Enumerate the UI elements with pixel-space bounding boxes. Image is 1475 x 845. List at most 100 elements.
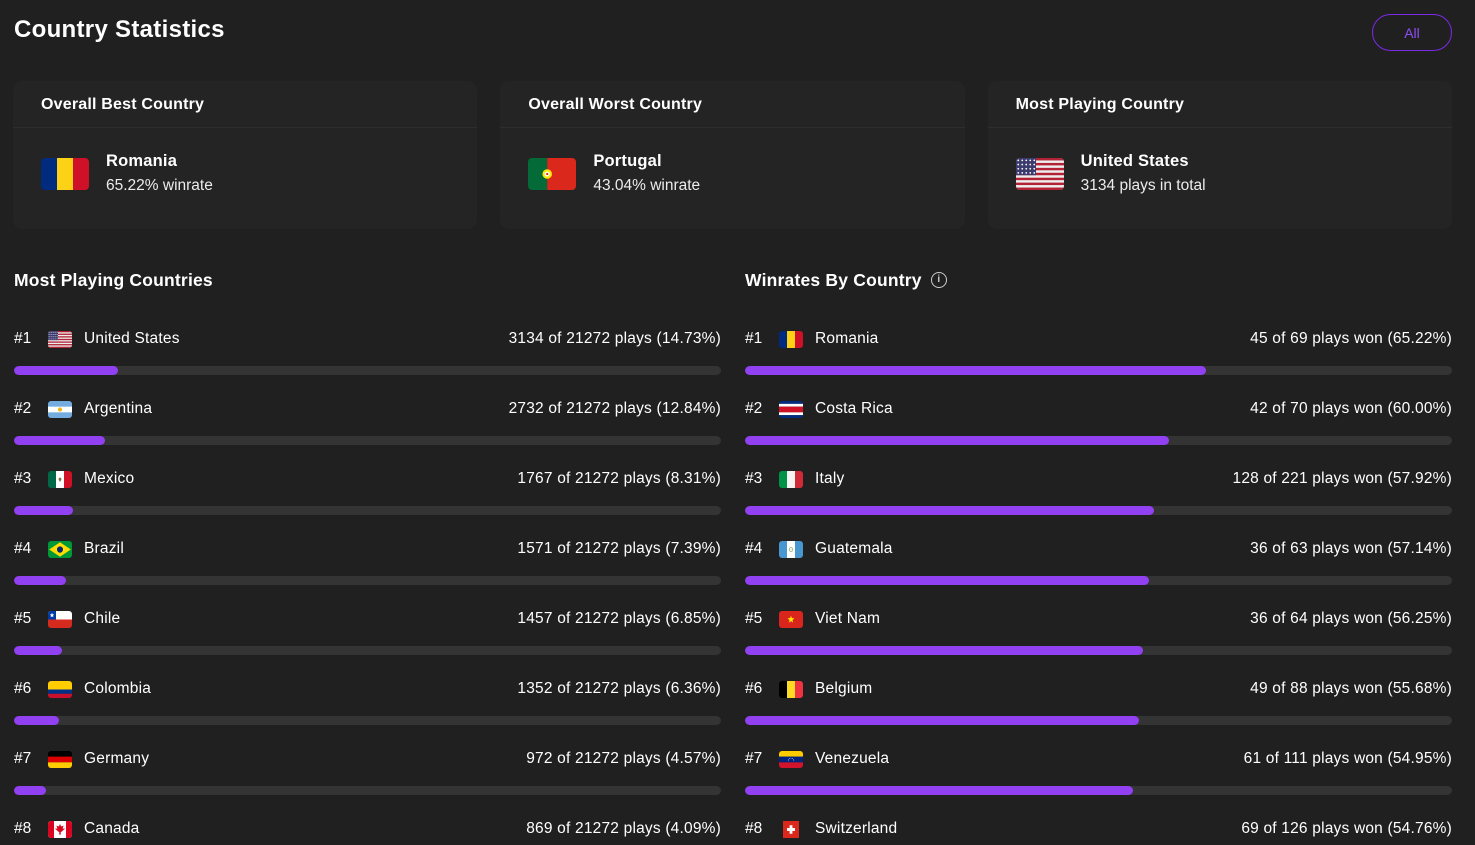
- list-item: #2 Costa Rica 42 of 70 plays won (60.00%…: [745, 387, 1452, 457]
- rank-label: #7: [14, 750, 32, 767]
- progress-fill: [745, 716, 1139, 725]
- progress-track: [745, 576, 1452, 585]
- progress-fill: [14, 576, 67, 585]
- row-value: 36 of 64 plays won (56.25%): [1250, 610, 1452, 627]
- card-body: Romania 65.22% winrate: [13, 128, 477, 219]
- info-icon[interactable]: i: [930, 272, 947, 288]
- flag-ve-icon: [779, 750, 803, 768]
- flag-ar-icon: [48, 400, 72, 418]
- flag-us-icon: [48, 330, 72, 348]
- card-title: Most Playing Country: [1015, 96, 1185, 113]
- rank-label: #7: [745, 750, 763, 767]
- country-name: Romania: [815, 330, 879, 347]
- flag-mx-icon: [48, 470, 72, 488]
- card-header: Overall Best Country: [13, 81, 478, 128]
- country-name: Canada: [84, 820, 140, 837]
- winrates-by-country-section: Winrates By Country i #1 Romania 45 of 6…: [745, 269, 1452, 845]
- progress-fill: [14, 646, 63, 655]
- list-item: #7 Venezuela 61 of 111 plays won (54.95%…: [745, 737, 1452, 807]
- progress-fill: [14, 436, 105, 445]
- list-item: #2 Argentina 2732 of 21272 plays (12.84%…: [14, 387, 721, 457]
- list-item: #3 Mexico 1767 of 21272 plays (8.31%): [14, 457, 721, 527]
- list-item: #4 Brazil 1571 of 21272 plays (7.39%): [14, 527, 721, 597]
- list-item: #3 Italy 128 of 221 plays won (57.92%): [745, 457, 1452, 527]
- flag-vn-icon: [779, 610, 803, 628]
- progress-fill: [745, 506, 1155, 515]
- card-most-playing-country: Most Playing Country United States 3134 …: [987, 81, 1452, 229]
- card-header: Most Playing Country: [987, 81, 1452, 128]
- most-playing-country-name: United States: [1080, 152, 1189, 170]
- row-value: 3134 of 21272 plays (14.73%): [508, 330, 721, 347]
- card-header: Overall Worst Country: [500, 81, 965, 128]
- row-value: 869 of 21272 plays (4.09%): [526, 820, 721, 837]
- page-title: Country Statistics: [14, 16, 225, 43]
- country-name: Italy: [815, 470, 845, 487]
- country-name: Brazil: [84, 540, 124, 557]
- card-overall-best-country: Overall Best Country Romania 65.22% winr…: [13, 81, 478, 229]
- winrates-by-country-title: Winrates By Country: [745, 269, 922, 290]
- row-value: 1352 of 21272 plays (6.36%): [517, 680, 721, 697]
- flag-ch-icon: [779, 820, 803, 838]
- row-value: 69 of 126 plays won (54.76%): [1241, 820, 1452, 837]
- top-bar: Country Statistics All: [0, 0, 1475, 51]
- country-name: Viet Nam: [815, 610, 881, 627]
- flag-it-icon: [779, 470, 803, 488]
- card-title: Overall Worst Country: [528, 96, 703, 113]
- rank-label: #2: [14, 400, 32, 417]
- row-value: 1571 of 21272 plays (7.39%): [517, 540, 721, 557]
- flag-ro-icon: [779, 330, 803, 348]
- progress-fill: [14, 786, 47, 795]
- list-item: #6 Colombia 1352 of 21272 plays (6.36%): [14, 667, 721, 737]
- rank-label: #4: [745, 540, 763, 557]
- list-item: #7 Germany 972 of 21272 plays (4.57%): [14, 737, 721, 807]
- list-item: #4 Guatemala 36 of 63 plays won (57.14%): [745, 527, 1452, 597]
- progress-track: [745, 366, 1452, 375]
- progress-track: [14, 436, 721, 445]
- most-playing-country-plays: 3134 plays in total: [1080, 177, 1206, 194]
- rank-label: #5: [14, 610, 32, 627]
- row-value: 61 of 111 plays won (54.95%): [1243, 750, 1452, 767]
- rank-label: #4: [14, 540, 32, 557]
- best-country-name: Romania: [106, 152, 178, 170]
- country-name: United States: [84, 330, 180, 347]
- flag-ro-icon: [41, 157, 89, 190]
- most-playing-countries-list: #1 United States 3134 of 21272 plays (14…: [14, 317, 721, 845]
- list-item: #1 United States 3134 of 21272 plays (14…: [14, 317, 721, 387]
- best-country-winrate: 65.22% winrate: [106, 177, 213, 194]
- rank-label: #1: [14, 330, 32, 347]
- list-item: #1 Romania 45 of 69 plays won (65.22%): [745, 317, 1452, 387]
- row-value: 36 of 63 plays won (57.14%): [1250, 540, 1452, 557]
- most-playing-countries-title: Most Playing Countries: [14, 269, 213, 290]
- card-body: Portugal 43.04% winrate: [500, 128, 964, 219]
- list-item: #5 Viet Nam 36 of 64 plays won (56.25%): [745, 597, 1452, 667]
- rank-label: #8: [14, 820, 32, 837]
- progress-fill: [745, 436, 1170, 445]
- row-value: 128 of 221 plays won (57.92%): [1232, 470, 1452, 487]
- progress-track: [745, 436, 1452, 445]
- rank-label: #3: [14, 470, 32, 487]
- progress-fill: [14, 366, 119, 375]
- country-name: Germany: [84, 750, 150, 767]
- country-name: Switzerland: [815, 820, 898, 837]
- progress-fill: [745, 786, 1134, 795]
- country-name: Mexico: [84, 470, 135, 487]
- flag-de-icon: [48, 750, 72, 768]
- rank-label: #6: [745, 680, 763, 697]
- rank-label: #6: [14, 680, 32, 697]
- progress-fill: [745, 576, 1149, 585]
- row-value: 2732 of 21272 plays (12.84%): [508, 400, 721, 417]
- progress-track: [14, 576, 721, 585]
- country-name: Guatemala: [815, 540, 893, 557]
- list-item: #6 Belgium 49 of 88 plays won (55.68%): [745, 667, 1452, 737]
- progress-track: [745, 646, 1452, 655]
- filter-all-button[interactable]: All: [1372, 14, 1452, 51]
- most-playing-countries-section: Most Playing Countries #1 United States …: [14, 269, 721, 845]
- progress-track: [14, 716, 721, 725]
- list-item: #5 Chile 1457 of 21272 plays (6.85%): [14, 597, 721, 667]
- list-item: #8 Switzerland 69 of 126 plays won (54.7…: [745, 807, 1452, 845]
- country-name: Venezuela: [815, 750, 890, 767]
- row-value: 49 of 88 plays won (55.68%): [1250, 680, 1452, 697]
- flag-cl-icon: [48, 610, 72, 628]
- country-name: Belgium: [815, 680, 873, 697]
- progress-track: [745, 716, 1452, 725]
